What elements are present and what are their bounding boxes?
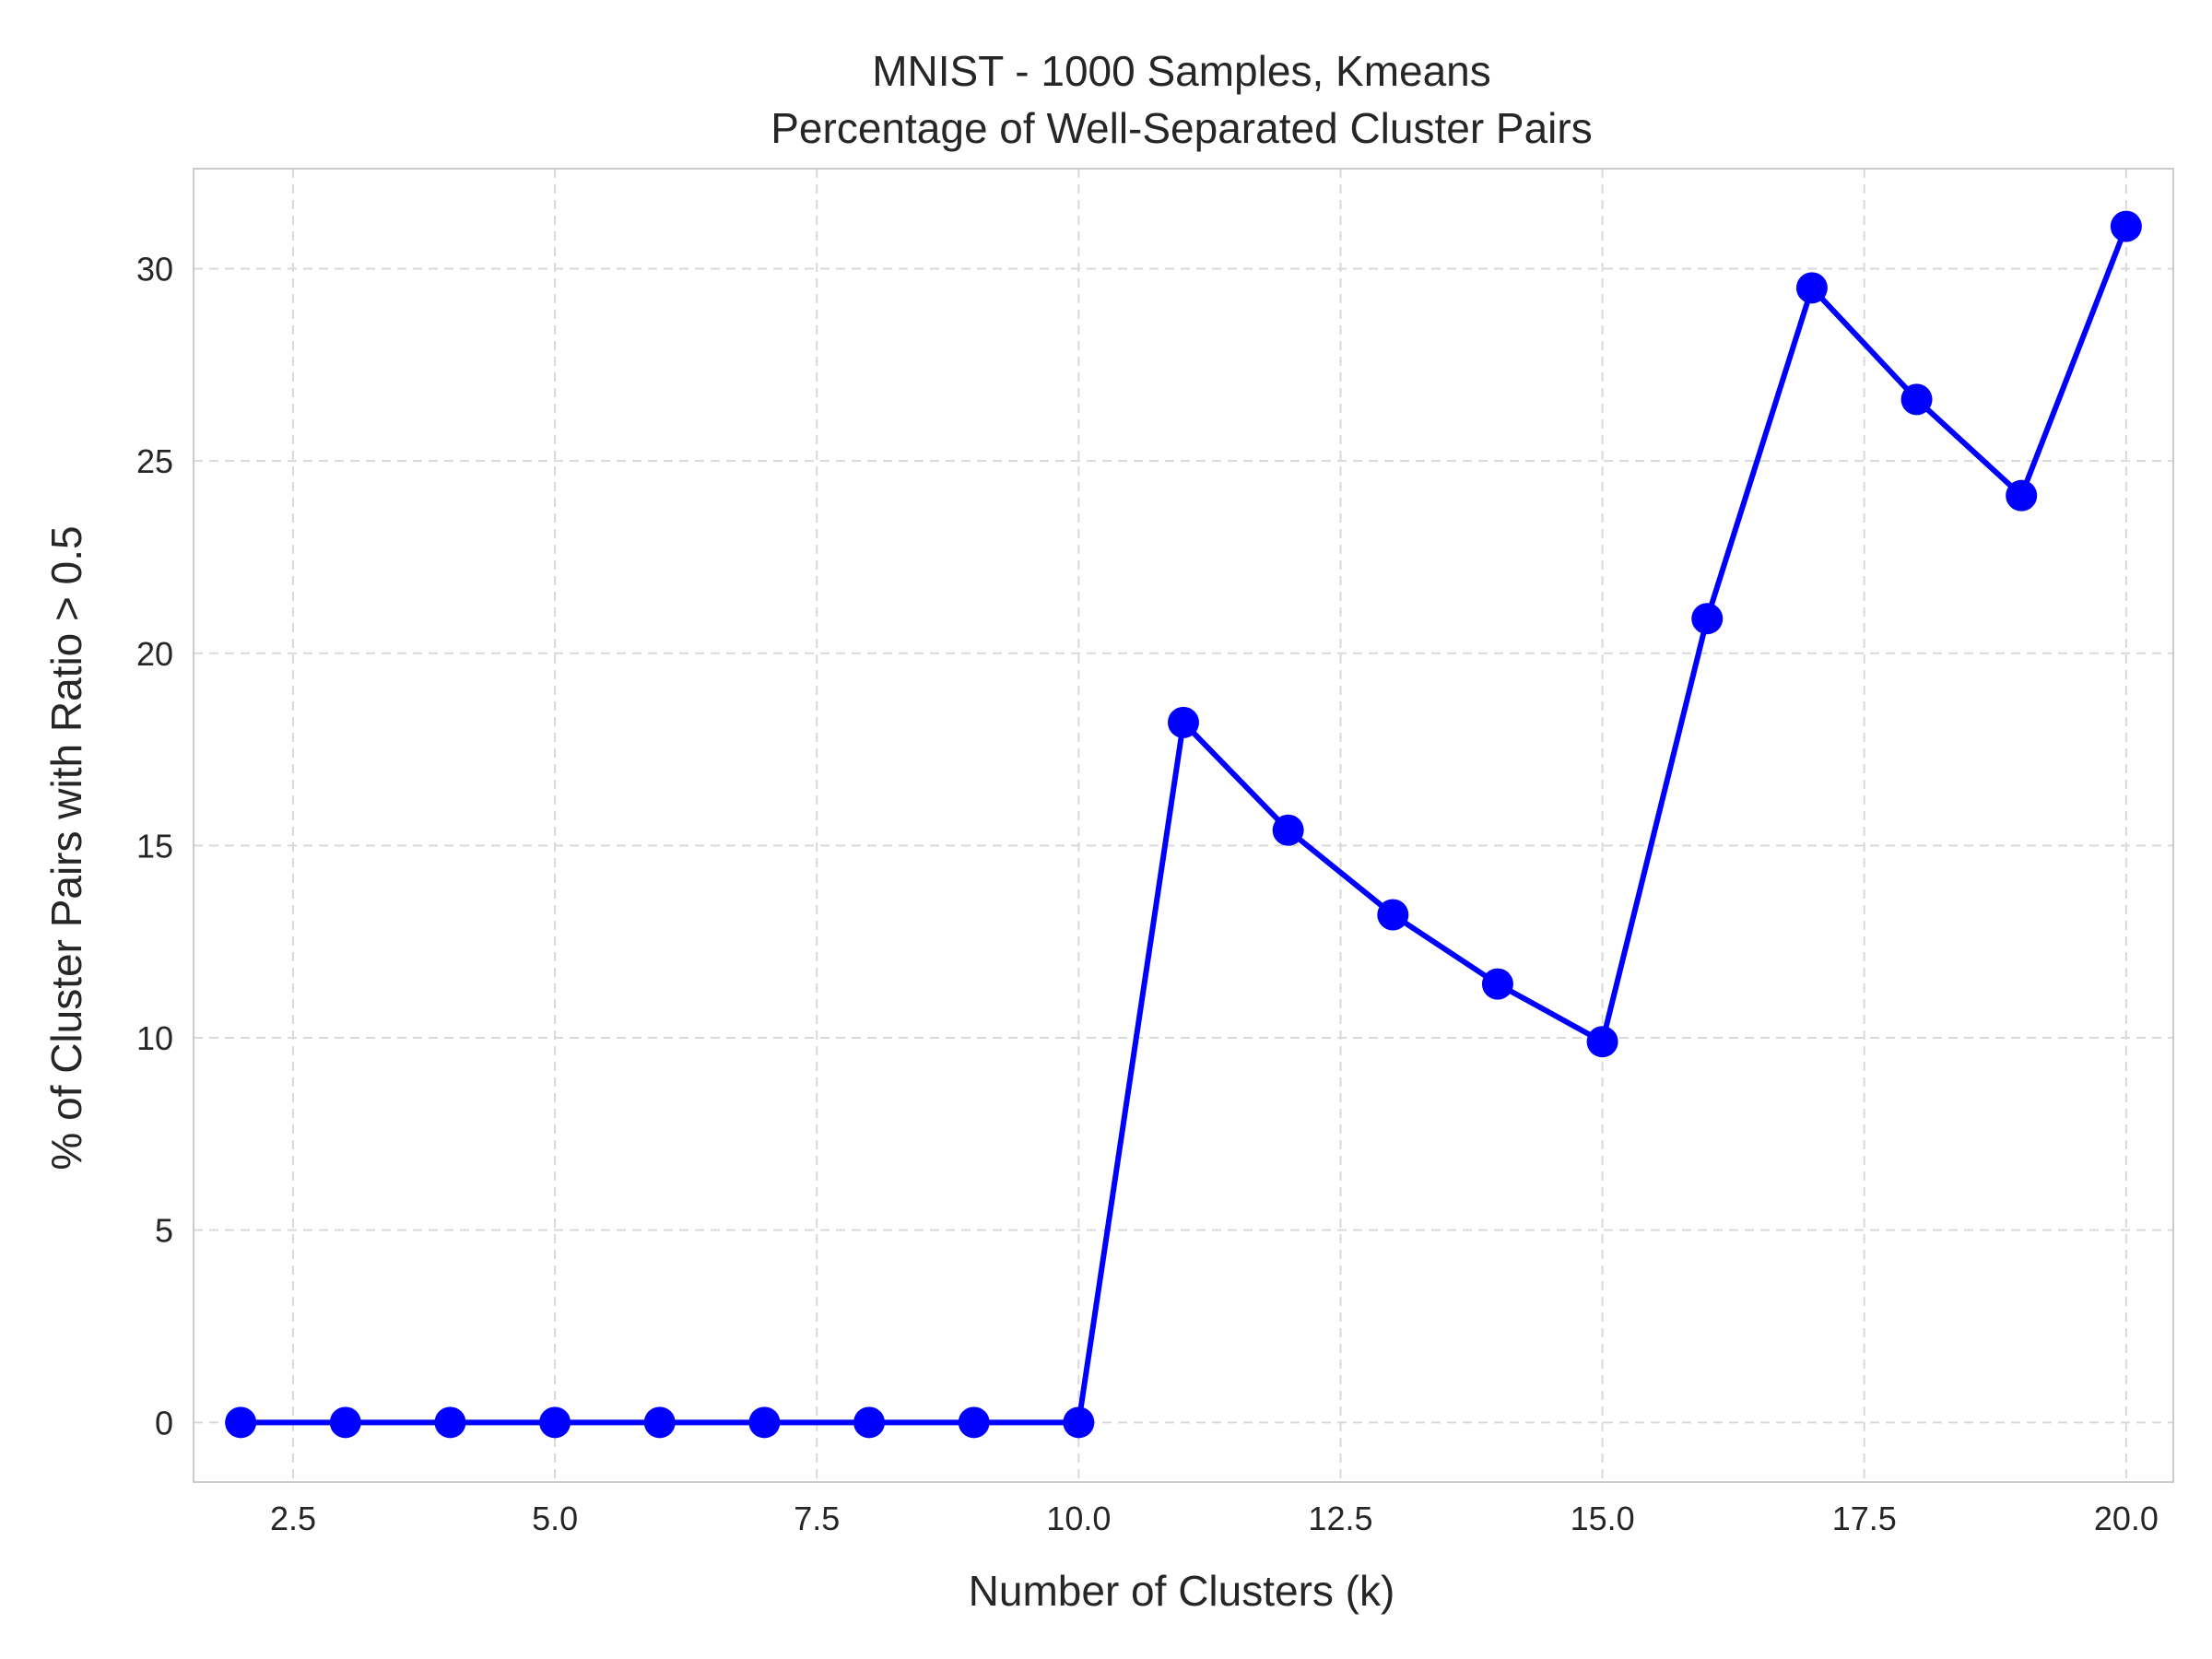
x-axis-label: Number of Clusters (k) <box>969 1567 1395 1615</box>
x-tick-label: 10.0 <box>1046 1500 1111 1537</box>
y-tick-label: 0 <box>155 1404 173 1441</box>
grid <box>194 169 2173 1482</box>
data-point-marker <box>1691 603 1724 635</box>
data-point-marker <box>958 1406 990 1439</box>
data-point-marker <box>853 1406 886 1439</box>
data-point-marker <box>2006 479 2038 512</box>
x-axis-ticks: 2.5 5.0 7.5 10.0 12.5 15.0 17.5 20.0 <box>270 1500 2159 1537</box>
y-tick-label: 15 <box>136 827 173 865</box>
x-tick-label: 12.5 <box>1308 1500 1372 1537</box>
data-point-marker <box>1168 706 1199 738</box>
y-tick-label: 30 <box>136 250 173 288</box>
data-point-marker <box>434 1406 466 1439</box>
x-tick-label: 20.0 <box>2094 1500 2159 1537</box>
data-point-marker <box>2110 210 2142 242</box>
data-point-marker <box>643 1406 676 1439</box>
series-group <box>225 210 2142 1439</box>
data-point-marker <box>225 1406 257 1439</box>
data-point-marker <box>1481 968 1513 1000</box>
chart-title: MNIST - 1000 Samples, Kmeans <box>872 47 1491 95</box>
data-point-marker <box>329 1406 361 1439</box>
data-point-marker <box>1377 899 1409 931</box>
data-point-marker <box>1900 383 1933 416</box>
data-point-marker <box>1272 814 1304 846</box>
y-tick-label: 5 <box>155 1212 173 1250</box>
y-axis-label: % of Cluster Pairs with Ratio > 0.5 <box>42 525 90 1170</box>
data-point-marker <box>748 1406 781 1439</box>
y-tick-label: 10 <box>136 1019 173 1057</box>
data-point-marker <box>1795 272 1828 304</box>
plot-area-frame <box>193 168 2174 1483</box>
x-tick-label: 7.5 <box>794 1500 840 1537</box>
series-line <box>238 223 2129 1426</box>
x-tick-label: 17.5 <box>1832 1500 1897 1537</box>
x-tick-label: 5.0 <box>532 1500 578 1537</box>
data-point-marker <box>539 1406 571 1439</box>
x-tick-label: 15.0 <box>1571 1500 1635 1537</box>
data-point-marker <box>1586 1026 1618 1058</box>
chart-subtitle: Percentage of Well-Separated Cluster Pai… <box>771 104 1592 152</box>
x-tick-label: 2.5 <box>270 1500 316 1537</box>
y-axis-ticks: 0 5 10 15 20 25 30 <box>136 250 173 1441</box>
y-tick-label: 20 <box>136 635 173 673</box>
data-point-marker <box>1063 1406 1095 1439</box>
y-tick-label: 25 <box>136 442 173 480</box>
